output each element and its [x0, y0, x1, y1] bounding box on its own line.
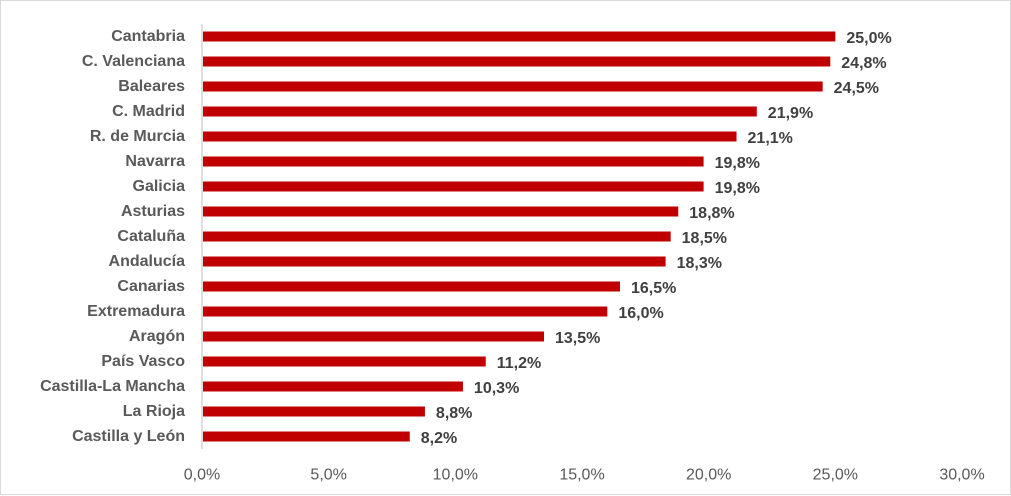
- bar-9: [203, 256, 666, 267]
- bar-12: [203, 331, 544, 342]
- bar-3: [203, 106, 757, 117]
- value-label-13: 11,2%: [497, 355, 541, 372]
- category-label-12: Aragón: [129, 328, 185, 345]
- bar-2: [203, 81, 823, 92]
- value-label-4: 21,1%: [748, 130, 793, 147]
- category-label-5: Navarra: [125, 153, 185, 170]
- category-labels: Cantabria C. Valenciana Baleares C. Madrid R…: [40, 28, 185, 445]
- x-tick-label-2: 10,0%: [433, 467, 478, 484]
- x-tick-label-0: 0,0%: [184, 467, 220, 484]
- category-label-7: Asturias: [121, 203, 185, 220]
- category-label-11: Extremadura: [87, 303, 185, 320]
- x-tick-label-4: 20,0%: [686, 467, 731, 484]
- value-label-2: 24,5%: [834, 80, 879, 97]
- bar-8: [203, 231, 671, 242]
- value-label-1: 24,8%: [841, 55, 886, 72]
- category-label-13: País Vasco: [101, 353, 185, 370]
- category-label-4: R. de Murcia: [90, 128, 185, 145]
- value-labels: 25,0% 24,8% 24,5% 21,9% 21,1% 19,8% 19,8% 18,8%…: [421, 30, 892, 447]
- value-label-8: 18,5%: [682, 230, 727, 247]
- value-label-7: 18,8%: [689, 205, 734, 222]
- bar-11: [203, 306, 608, 317]
- value-label-5: 19,8%: [715, 155, 760, 172]
- category-label-6: Galicia: [133, 178, 186, 195]
- value-label-10: 16,5%: [631, 280, 676, 297]
- category-label-2: Baleares: [118, 78, 185, 95]
- bars-group: [203, 31, 836, 442]
- x-tick-labels: 0,0% 5,0% 10,0% 15,0% 20,0% 25,0% 30,0%: [184, 467, 985, 484]
- category-label-8: Cataluña: [117, 228, 185, 245]
- value-label-16: 8,2%: [421, 430, 457, 447]
- category-label-3: C. Madrid: [112, 103, 185, 120]
- bar-5: [203, 156, 704, 167]
- category-label-0: Cantabria: [111, 28, 185, 45]
- bar-0: [203, 31, 836, 42]
- category-label-14: Castilla-La Mancha: [40, 378, 185, 395]
- x-tick-label-5: 25,0%: [813, 467, 858, 484]
- category-label-16: Castilla y León: [72, 428, 185, 445]
- bar-6: [203, 181, 704, 192]
- value-label-6: 19,8%: [715, 180, 760, 197]
- category-label-10: Canarias: [117, 278, 185, 295]
- value-label-0: 25,0%: [846, 30, 891, 47]
- value-label-9: 18,3%: [677, 255, 722, 272]
- bar-16: [203, 431, 410, 442]
- category-label-15: La Rioja: [123, 403, 185, 420]
- category-label-1: C. Valenciana: [82, 53, 185, 70]
- x-tick-label-3: 15,0%: [559, 467, 604, 484]
- bar-13: [203, 356, 486, 367]
- value-label-11: 16,0%: [618, 305, 663, 322]
- value-label-15: 8,8%: [436, 405, 472, 422]
- value-label-12: 13,5%: [555, 330, 600, 347]
- bar-7: [203, 206, 679, 217]
- x-tick-label-1: 5,0%: [310, 467, 346, 484]
- value-label-3: 21,9%: [768, 105, 813, 122]
- bar-1: [203, 56, 831, 67]
- x-tick-label-6: 30,0%: [939, 467, 984, 484]
- bar-14: [203, 381, 463, 392]
- bar-4: [203, 131, 737, 142]
- category-label-9: Andalucía: [109, 253, 186, 270]
- bar-15: [203, 406, 425, 417]
- bar-10: [203, 281, 620, 292]
- value-label-14: 10,3%: [474, 380, 519, 397]
